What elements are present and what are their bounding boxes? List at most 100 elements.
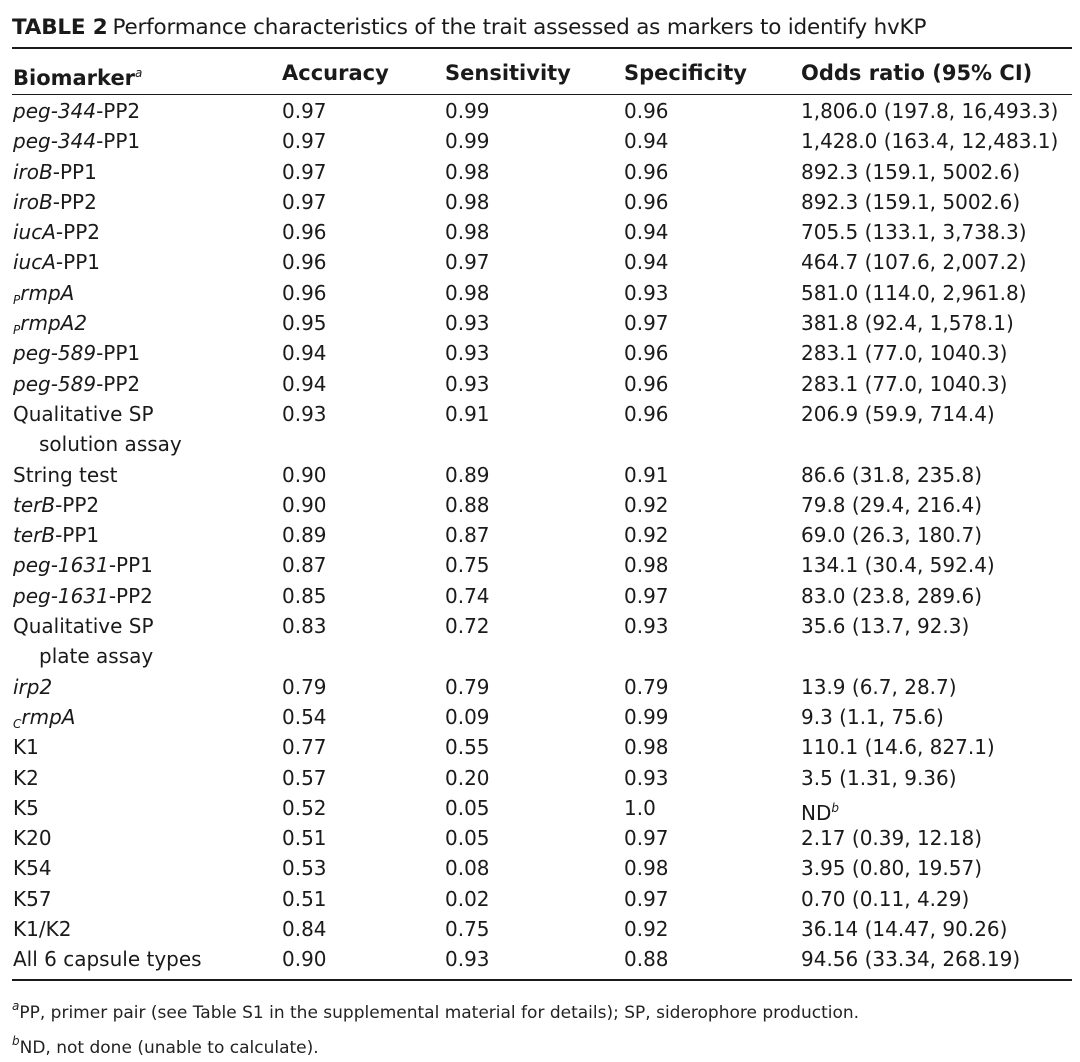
cell-accuracy: 0.54 <box>282 704 327 729</box>
biomarker-label: K1/K2 <box>13 917 72 942</box>
cell-sensitivity: 0.02 <box>445 886 490 911</box>
biomarker-label: -PP2 <box>108 583 153 608</box>
cell-specificity: 0.96 <box>624 189 669 214</box>
cell-biomarker: terB-PP1 <box>13 520 99 550</box>
biomarker-label: All 6 capsule types <box>13 947 202 972</box>
biomarker-label: -PP2 <box>55 492 100 517</box>
cell-specificity: 0.98 <box>624 553 669 578</box>
cell-accuracy: 0.90 <box>282 947 327 972</box>
locus-prefix: C <box>13 716 22 731</box>
cell-odds-ratio: 581.0 (114.0, 2,961.8) <box>801 280 1027 305</box>
cell-specificity: 0.96 <box>624 401 669 426</box>
cell-biomarker: K5 <box>13 793 39 823</box>
cell-biomarker: terB-PP2 <box>13 490 99 520</box>
cell-specificity: 0.94 <box>624 220 669 245</box>
biomarker-label: Qualitative SP <box>13 614 154 639</box>
cell-odds-ratio: 206.9 (59.9, 714.4) <box>801 401 995 426</box>
cell-biomarker: String test <box>13 460 117 490</box>
header-sensitivity: Sensitivity <box>445 61 571 85</box>
cell-odds-ratio: 9.3 (1.1, 75.6) <box>801 704 944 729</box>
cell-accuracy: 0.51 <box>282 826 327 851</box>
cell-sensitivity: 0.87 <box>445 523 490 548</box>
table-row: iroB-PP1 0.97 0.98 0.96 892.3 (159.1, 5002.6… <box>12 157 1072 187</box>
cell-odds-ratio: 79.8 (29.4, 216.4) <box>801 492 982 517</box>
cell-odds-ratio: 705.5 (133.1, 3,738.3) <box>801 220 1027 245</box>
bottom-rule <box>12 979 1072 981</box>
gene-name: iroB <box>13 189 53 214</box>
cell-sensitivity: 0.98 <box>445 220 490 245</box>
cell-specificity: 0.98 <box>624 735 669 760</box>
cell-specificity: 0.94 <box>624 129 669 154</box>
cell-odds-ratio: 892.3 (159.1, 5002.6) <box>801 159 1021 184</box>
biomarker-label: K54 <box>13 856 52 881</box>
cell-sensitivity: 0.93 <box>445 947 490 972</box>
header-odds-ratio: Odds ratio (95% CI) <box>801 61 1033 85</box>
biomarker-label: -PP1 <box>108 553 153 578</box>
table-row: terB-PP1 0.89 0.87 0.92 69.0 (26.3, 180.7) <box>12 520 1072 550</box>
biomarker-label: -PP1 <box>55 250 100 275</box>
cell-odds-ratio: 94.56 (33.34, 268.19) <box>801 947 1021 972</box>
cell-accuracy: 0.95 <box>282 311 327 336</box>
biomarker-label: -PP1 <box>55 523 100 548</box>
cell-sensitivity: 0.97 <box>445 250 490 275</box>
locus-prefix: P <box>13 323 21 338</box>
cell-odds-ratio: 69.0 (26.3, 180.7) <box>801 523 982 548</box>
table-row: Qualitative SP plate assay 0.83 0.72 0.93 35.… <box>12 611 1072 672</box>
cell-odds-ratio: 36.14 (14.47, 90.26) <box>801 917 1008 942</box>
cell-specificity: 0.96 <box>624 371 669 396</box>
gene-name: peg-344 <box>13 99 97 123</box>
cell-accuracy: 0.52 <box>282 795 327 820</box>
gene-name: iucA <box>13 220 56 245</box>
cell-accuracy: 0.53 <box>282 856 327 881</box>
cell-specificity: 0.92 <box>624 492 669 517</box>
table-row: K20 0.51 0.05 0.97 2.17 (0.39, 12.18) <box>12 823 1072 853</box>
footnote-b: bND, not done (unable to calculate). <box>12 1034 319 1058</box>
table-row: peg-589-PP1 0.94 0.93 0.96 283.1 (77.0, 1040… <box>12 338 1072 368</box>
cell-biomarker: K54 <box>13 853 52 883</box>
cell-odds-ratio: 35.6 (13.7, 92.3) <box>801 614 970 639</box>
biomarker-label: -PP2 <box>96 99 141 123</box>
cell-sensitivity: 0.75 <box>445 917 490 942</box>
cell-biomarker: CrmpA <box>13 702 75 739</box>
cell-specificity: 0.93 <box>624 614 669 639</box>
header-footnote-mark: a <box>135 66 143 80</box>
cell-accuracy: 0.94 <box>282 371 327 396</box>
cell-odds-ratio: 464.7 (107.6, 2,007.2) <box>801 250 1027 275</box>
table-row: String test 0.90 0.89 0.91 86.6 (31.8, 235.8… <box>12 460 1072 490</box>
cell-sensitivity: 0.88 <box>445 492 490 517</box>
gene-name: iucA <box>13 250 56 275</box>
table-row: K2 0.57 0.20 0.93 3.5 (1.31, 9.36) <box>12 763 1072 793</box>
cell-odds-ratio: 0.70 (0.11, 4.29) <box>801 886 970 911</box>
table-row: iroB-PP2 0.97 0.98 0.96 892.3 (159.1, 5002.6… <box>12 187 1072 217</box>
biomarker-label: K5 <box>13 795 39 820</box>
cell-sensitivity: 0.79 <box>445 674 490 699</box>
cell-biomarker: peg-1631-PP1 <box>13 550 153 580</box>
footnote-mark: b <box>831 800 839 815</box>
table-title: Performance characteristics of the trait… <box>112 15 927 40</box>
cell-accuracy: 0.79 <box>282 674 327 699</box>
cell-biomarker: K2 <box>13 763 39 793</box>
cell-biomarker: PrmpA <box>13 278 74 315</box>
cell-biomarker: irp2 <box>13 672 52 702</box>
cell-sensitivity: 0.74 <box>445 583 490 608</box>
cell-sensitivity: 0.99 <box>445 129 490 154</box>
cell-biomarker: peg-344-PP1 <box>13 126 140 156</box>
cell-sensitivity: 0.98 <box>445 280 490 305</box>
cell-accuracy: 0.94 <box>282 341 327 366</box>
cell-specificity: 0.94 <box>624 250 669 275</box>
top-rule <box>12 47 1072 49</box>
biomarker-label: K1 <box>13 735 39 760</box>
header-specificity: Specificity <box>624 61 747 85</box>
cell-sensitivity: 0.98 <box>445 189 490 214</box>
cell-biomarker: iucA-PP2 <box>13 217 100 247</box>
table-row: K54 0.53 0.08 0.98 3.95 (0.80, 19.57) <box>12 853 1072 883</box>
cell-specificity: 0.93 <box>624 280 669 305</box>
cell-biomarker: peg-1631-PP2 <box>13 581 153 611</box>
cell-specificity: 0.92 <box>624 917 669 942</box>
cell-odds-ratio: 892.3 (159.1, 5002.6) <box>801 189 1021 214</box>
cell-specificity: 0.96 <box>624 99 669 123</box>
cell-biomarker: Qualitative SP solution assay <box>13 399 182 460</box>
cell-biomarker: iroB-PP2 <box>13 187 97 217</box>
cell-specificity: 0.97 <box>624 886 669 911</box>
table-footnotes: aPP, primer pair (see Table S1 in the su… <box>12 992 1072 1062</box>
